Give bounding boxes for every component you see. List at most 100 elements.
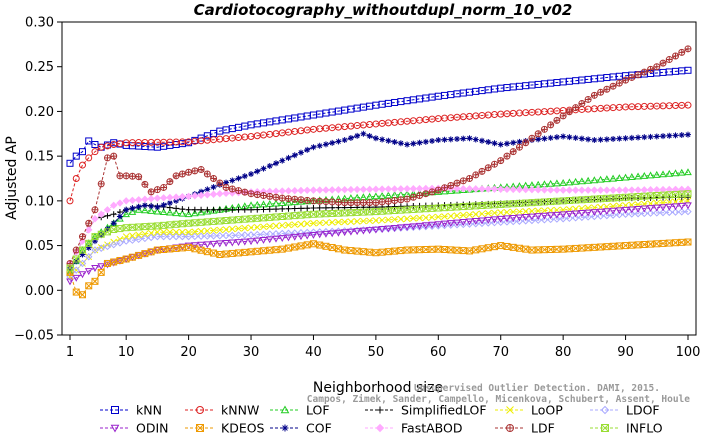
data-point-ldf xyxy=(128,172,136,180)
data-point-lof xyxy=(640,171,649,179)
data-point-ldf xyxy=(178,170,186,178)
data-point-cof xyxy=(497,141,504,148)
data-point-odin xyxy=(546,212,555,220)
data-point-odin xyxy=(428,221,436,229)
data-point-cof xyxy=(572,134,579,141)
data-point-loop xyxy=(166,228,174,236)
data-point-ldf xyxy=(665,56,673,64)
data-point-cof xyxy=(547,134,554,141)
data-point-odin xyxy=(265,236,274,244)
data-point-ldf xyxy=(640,68,648,76)
data-point-ldof xyxy=(440,221,449,230)
data-point-ldof xyxy=(678,208,686,216)
data-point-loop xyxy=(291,221,299,228)
data-point-cof xyxy=(516,138,523,145)
data-point-ldf xyxy=(260,191,268,199)
legend-label-kdeos: KDEOS xyxy=(221,421,265,434)
data-point-loop xyxy=(453,212,461,219)
data-point-odin xyxy=(215,240,224,248)
data-point-cof xyxy=(585,136,592,143)
data-point-odin xyxy=(465,218,474,226)
data-point-cof xyxy=(329,139,336,146)
data-point-fastabod xyxy=(291,186,299,195)
data-point-ldf xyxy=(160,183,168,191)
data-point-simplifiedlof xyxy=(185,206,192,213)
data-point-fastabod xyxy=(540,186,549,194)
data-point-ldof xyxy=(128,236,137,244)
data-point-ldf xyxy=(578,100,586,108)
data-point-knnw xyxy=(91,148,99,156)
data-point-cof xyxy=(447,136,454,143)
data-point-simplifiedlof xyxy=(322,204,329,211)
data-point-fastabod xyxy=(615,186,624,194)
data-point-cof xyxy=(366,133,373,140)
data-point-ldf xyxy=(116,172,124,180)
data-point-ldf xyxy=(341,199,349,207)
legend-item-ldof: LDOF xyxy=(590,403,660,418)
data-point-ldof xyxy=(241,231,249,239)
data-point-fastabod xyxy=(297,186,305,195)
series-line-knnw xyxy=(69,104,689,202)
data-point-fastabod xyxy=(334,186,343,194)
data-point-ldf xyxy=(478,167,486,175)
data-point-lof xyxy=(646,171,655,179)
watermark-line-2: Unsupervised Outlier Detection. DAMI, 20… xyxy=(414,383,660,394)
data-point-simplifiedlof xyxy=(235,206,242,213)
data-point-simplifiedlof xyxy=(204,206,211,213)
data-point-odin xyxy=(559,211,568,219)
data-point-knn xyxy=(684,66,692,74)
legend-item-knn: kNN xyxy=(100,403,162,418)
data-point-kdeos xyxy=(303,241,311,249)
data-point-fastabod xyxy=(203,191,212,199)
data-point-loop xyxy=(378,216,386,224)
data-point-fastabod xyxy=(559,186,567,194)
data-point-cof xyxy=(404,141,411,148)
data-point-odin xyxy=(384,225,393,233)
data-point-odin xyxy=(571,210,580,218)
data-point-fastabod xyxy=(191,192,199,200)
data-point-odin xyxy=(446,220,455,228)
data-point-lof xyxy=(571,177,580,185)
data-point-inflo xyxy=(241,215,249,223)
data-point-ldf xyxy=(91,206,99,214)
data-point-loop xyxy=(179,228,186,236)
data-point-ldf xyxy=(191,167,199,175)
data-point-loop xyxy=(191,228,199,236)
data-point-lof xyxy=(372,192,380,200)
x-tick-label: 80 xyxy=(555,345,572,360)
data-point-ldf xyxy=(241,188,249,196)
data-point-odin xyxy=(509,214,518,222)
data-point-odin xyxy=(602,208,611,216)
data-point-loop xyxy=(347,218,355,225)
data-point-ldf xyxy=(603,85,611,93)
data-point-loop xyxy=(154,228,161,236)
data-point-ldf xyxy=(72,246,80,254)
data-point-fastabod xyxy=(103,206,112,214)
data-point-fastabod xyxy=(415,184,424,193)
data-point-odin xyxy=(365,227,374,235)
data-point-inflo xyxy=(191,219,199,227)
data-point-cof xyxy=(491,140,498,147)
data-point-ldof xyxy=(521,217,530,225)
data-point-loop xyxy=(141,230,149,238)
data-point-ldof xyxy=(216,232,224,240)
data-point-kdeos xyxy=(353,247,361,255)
data-point-cof xyxy=(479,137,485,144)
data-point-ldf xyxy=(447,181,455,189)
data-point-loop xyxy=(360,217,367,225)
data-point-odin xyxy=(322,230,330,238)
data-point-fastabod xyxy=(172,193,180,201)
data-point-ldf xyxy=(609,82,617,90)
data-point-kdeos xyxy=(72,288,80,296)
data-point-cof xyxy=(279,157,286,164)
data-point-ldof xyxy=(659,208,667,217)
x-tick-label: 40 xyxy=(305,345,322,360)
data-point-ldf xyxy=(272,193,280,201)
data-point-lof xyxy=(671,169,680,177)
data-point-loop xyxy=(528,207,536,215)
data-point-fastabod xyxy=(565,186,574,194)
series-line-lof xyxy=(69,171,689,273)
data-point-ldf xyxy=(297,196,305,204)
data-point-ldf xyxy=(359,199,367,207)
data-point-ldf xyxy=(222,183,230,191)
